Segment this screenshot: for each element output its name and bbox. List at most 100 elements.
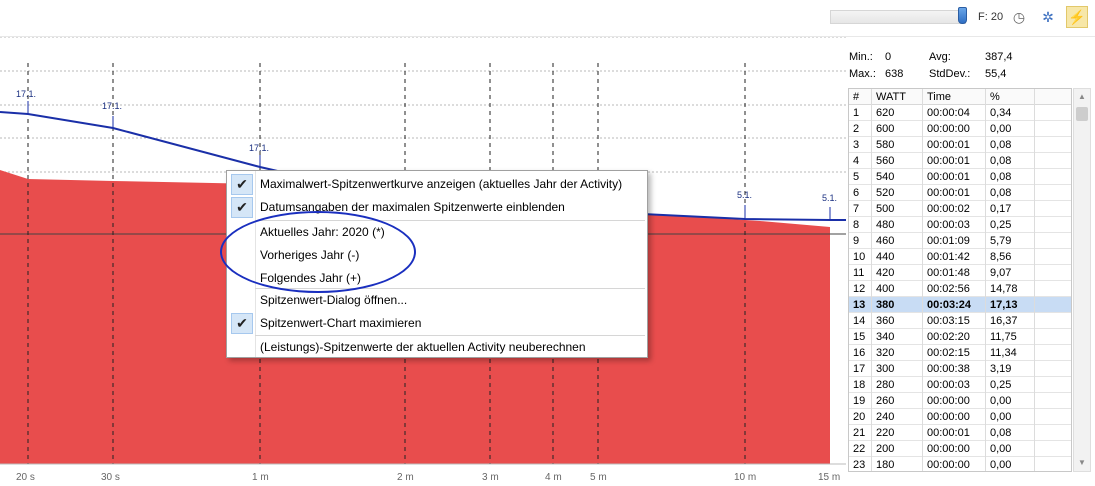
table-row[interactable]: 19 260 00:00:00 0,00 (849, 393, 1071, 409)
cell-time: 00:00:00 (927, 395, 970, 407)
menu-separator (255, 220, 645, 221)
cell-watt: 320 (876, 347, 895, 359)
cell-index: 9 (853, 235, 860, 247)
table-row[interactable]: 9 460 00:01:09 5,79 (849, 233, 1071, 249)
clock-icon[interactable]: ◷ (1012, 8, 1026, 25)
gear-icon[interactable]: ✲ (1042, 8, 1054, 25)
check-icon: ✔ (231, 313, 253, 334)
cell-index: 8 (853, 219, 860, 231)
table-row[interactable]: 11 420 00:01:48 9,07 (849, 265, 1071, 281)
table-row[interactable]: 18 280 00:00:03 0,25 (849, 377, 1071, 393)
table-row[interactable]: 10 440 00:01:42 8,56 (849, 249, 1071, 265)
annotation-oval (220, 211, 416, 293)
menu-item-show-date-labels[interactable]: ✔ Datumsangaben der maximalen Spitzenwer… (227, 196, 647, 219)
table-row[interactable]: 6 520 00:00:01 0,08 (849, 185, 1071, 201)
menu-item-label: Maximalwert-Spitzenwertkurve anzeigen (a… (260, 177, 623, 191)
table-row[interactable]: 4 560 00:00:01 0,08 (849, 153, 1071, 169)
table-row[interactable]: 1 620 00:00:04 0,34 (849, 105, 1071, 121)
table-row[interactable]: 8 480 00:00:03 0,25 (849, 217, 1071, 233)
menu-item-recalculate-peaks[interactable]: (Leistungs)-Spitzenwerte der aktuellen A… (227, 336, 647, 359)
cell-time: 00:00:03 (927, 219, 970, 231)
column-divider (985, 89, 986, 471)
cell-time: 00:00:00 (927, 443, 970, 455)
cell-index: 19 (853, 395, 866, 407)
cell-percent: 11,75 (990, 331, 1017, 343)
table-row[interactable]: 13 380 00:03:24 17,13 (849, 297, 1071, 313)
cell-time: 00:01:42 (927, 251, 970, 263)
cell-time: 00:00:01 (927, 427, 970, 439)
menu-item-label: (Leistungs)-Spitzenwerte der aktuellen A… (260, 340, 586, 354)
scroll-up-icon[interactable]: ▲ (1078, 92, 1086, 101)
column-header-index[interactable]: # (853, 91, 860, 103)
cell-index: 17 (853, 363, 866, 375)
column-header-time[interactable]: Time (927, 91, 952, 103)
filter-slider-track[interactable] (830, 10, 966, 24)
check-icon: ✔ (231, 174, 253, 195)
table-row[interactable]: 16 320 00:02:15 11,34 (849, 345, 1071, 361)
cell-watt: 400 (876, 283, 895, 295)
table-row[interactable]: 2 600 00:00:00 0,00 (849, 121, 1071, 137)
avg-value: 387,4 (985, 51, 1013, 63)
cell-time: 00:00:01 (927, 171, 970, 183)
cell-time: 00:02:15 (927, 347, 970, 359)
cell-watt: 380 (876, 299, 895, 311)
x-tick-label: 2 m (397, 472, 414, 483)
table-row[interactable]: 23 180 00:00:00 0,00 (849, 457, 1071, 471)
cell-percent: 17,13 (990, 299, 1018, 311)
menu-item-open-peak-dialog[interactable]: Spitzenwert-Dialog öffnen... (227, 289, 647, 312)
cell-percent: 0,25 (990, 219, 1012, 231)
column-header-watt[interactable]: WATT (876, 91, 906, 103)
cell-index: 11 (853, 267, 865, 279)
peak-values-table[interactable]: # WATT Time % 1 620 00:00:04 0,34 2 600 00:00:… (848, 88, 1072, 472)
cell-watt: 600 (876, 123, 895, 135)
cell-index: 2 (853, 123, 860, 135)
scroll-thumb[interactable] (1076, 107, 1088, 121)
cell-watt: 220 (876, 427, 895, 439)
cell-index: 16 (853, 347, 866, 359)
table-row[interactable]: 3 580 00:00:01 0,08 (849, 137, 1071, 153)
cell-watt: 200 (876, 443, 895, 455)
filter-slider-thumb[interactable] (958, 7, 967, 24)
column-divider (871, 89, 872, 471)
table-row[interactable]: 14 360 00:03:15 16,37 (849, 313, 1071, 329)
cell-watt: 360 (876, 315, 895, 327)
x-tick-label: 5 m (590, 472, 607, 483)
menu-item-show-max-peak-curve[interactable]: ✔ Maximalwert-Spitzenwertkurve anzeigen … (227, 173, 647, 196)
cell-time: 00:00:02 (927, 203, 970, 215)
peak-date-label: 17.1. (249, 143, 269, 153)
cell-index: 1 (853, 107, 860, 119)
menu-item-label: Datumsangaben der maximalen Spitzenwerte… (260, 200, 565, 214)
table-scrollbar[interactable]: ▲ ▼ (1073, 88, 1091, 472)
table-row[interactable]: 15 340 00:02:20 11,75 (849, 329, 1071, 345)
max-value: 638 (885, 68, 904, 80)
menu-separator (255, 288, 645, 289)
cell-watt: 440 (876, 251, 895, 263)
table-row[interactable]: 21 220 00:00:01 0,08 (849, 425, 1071, 441)
x-tick-labels: 20 s 30 s 1 m 2 m 3 m 4 m 5 m 10 m 15 m (16, 472, 840, 483)
cell-watt: 500 (876, 203, 895, 215)
table-row[interactable]: 7 500 00:00:02 0,17 (849, 201, 1071, 217)
x-tick-label: 30 s (101, 472, 120, 483)
column-divider (1034, 89, 1035, 471)
cell-index: 3 (853, 139, 860, 151)
menu-item-label: Spitzenwert-Dialog öffnen... (260, 293, 408, 307)
column-header-percent[interactable]: % (990, 91, 1000, 103)
cell-index: 5 (853, 171, 860, 183)
cell-percent: 0,08 (990, 427, 1012, 439)
flash-icon[interactable]: ⚡ (1066, 6, 1088, 28)
table-row[interactable]: 22 200 00:00:00 0,00 (849, 441, 1071, 457)
cell-time: 00:00:01 (927, 139, 970, 151)
cell-index: 22 (853, 443, 866, 455)
menu-item-maximize-chart[interactable]: ✔ Spitzenwert-Chart maximieren (227, 312, 647, 335)
x-tick-label: 20 s (16, 472, 35, 483)
table-row[interactable]: 12 400 00:02:56 14,78 (849, 281, 1071, 297)
cell-percent: 14,78 (990, 283, 1018, 295)
x-tick-label: 15 m (818, 472, 840, 483)
cell-index: 23 (853, 459, 866, 471)
scroll-down-icon[interactable]: ▼ (1078, 458, 1086, 467)
table-row[interactable]: 5 540 00:00:01 0,08 (849, 169, 1071, 185)
table-row[interactable]: 20 240 00:00:00 0,00 (849, 409, 1071, 425)
cell-percent: 0,25 (990, 379, 1012, 391)
cell-watt: 420 (876, 267, 895, 279)
table-row[interactable]: 17 300 00:00:38 3,19 (849, 361, 1071, 377)
